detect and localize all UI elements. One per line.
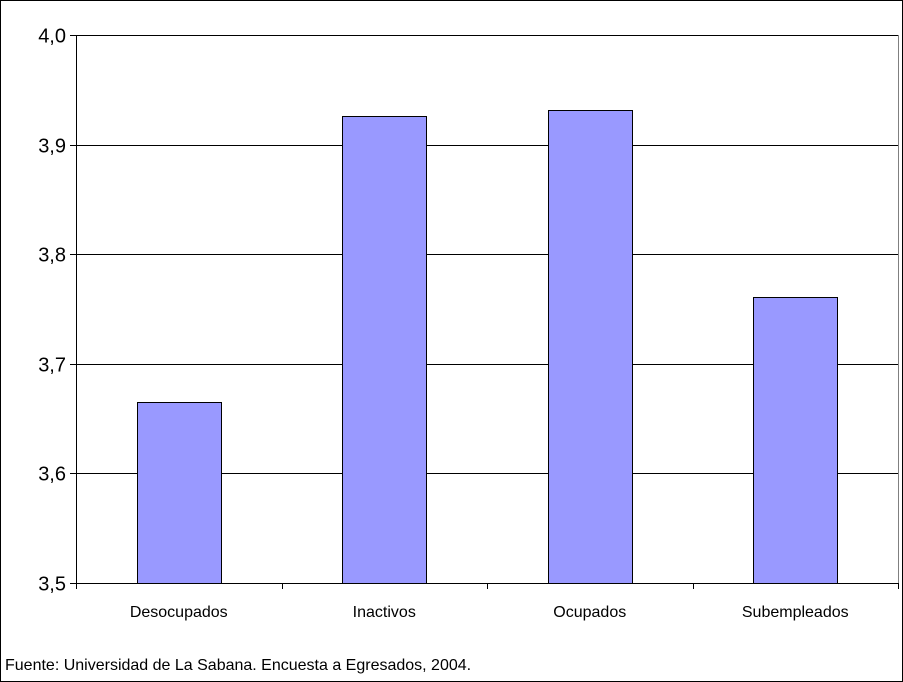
y-tick-labels: 3,5 3,6 3,7 3,8 3,9 4,0 <box>38 26 66 596</box>
bar-ocupados <box>548 110 633 584</box>
x-tick-label: Inactivos <box>353 604 416 621</box>
x-tick-label: Desocupados <box>130 604 228 621</box>
bar-subempleados <box>753 297 838 584</box>
y-tick-label: 3,5 <box>38 574 66 596</box>
y-tick-label: 4,0 <box>38 26 66 48</box>
bars <box>137 110 838 584</box>
source-note: Fuente: Universidad de La Sabana. Encues… <box>5 657 472 674</box>
x-tick-labels: Desocupados Inactivos Ocupados Subempleados <box>130 604 849 621</box>
y-tick-label: 3,6 <box>38 464 66 486</box>
y-tick-label: 3,7 <box>38 355 66 377</box>
axes <box>70 35 899 589</box>
x-tick-label: Ocupados <box>553 604 626 621</box>
y-tick-label: 3,9 <box>38 136 66 158</box>
bar-inactivos <box>342 116 427 584</box>
x-tick-label: Subempleados <box>742 604 849 621</box>
bar-chart: 3,5 3,6 3,7 3,8 3,9 4,0 Desocupados Inactivos O… <box>38 26 899 621</box>
y-tick-label: 3,8 <box>38 245 66 267</box>
bar-desocupados <box>137 402 222 584</box>
